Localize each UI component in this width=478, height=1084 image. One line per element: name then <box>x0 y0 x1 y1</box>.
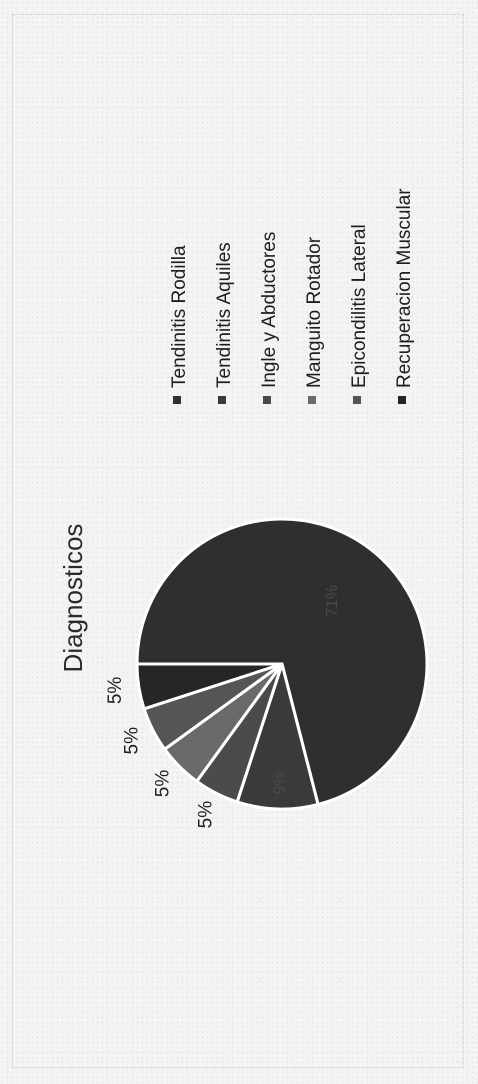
legend-label-1: Tendinitis Rodilla <box>169 245 190 388</box>
chart-rotated-group: Diagnosticos 71% 9% 5% 5% 5% 5% Tendinitis Ro… <box>58 188 429 828</box>
slice-label-6: 5% <box>105 677 126 705</box>
pie-slice-6 <box>135 662 284 711</box>
legend-label-5: Epicondilitis Lateral <box>349 224 370 388</box>
legend-swatch-5 <box>353 396 361 404</box>
pie-slice-2 <box>235 662 320 811</box>
chart-title: Diagnosticos <box>58 524 88 673</box>
pie-slice-labels: 71% 9% 5% 5% 5% 5% <box>105 585 341 828</box>
legend-label-3: Ingle y Abductores <box>259 232 280 388</box>
slice-label-3: 5% <box>195 801 216 829</box>
legend-label-6: Recuperacion Muscular <box>394 188 415 388</box>
legend-swatch-4 <box>308 396 316 404</box>
legend-swatch-3 <box>263 396 271 404</box>
slice-label-5: 5% <box>121 727 142 755</box>
legend-swatch-6 <box>398 396 406 404</box>
chart-legend: Tendinitis Rodilla Tendinitis Aquiles Ingl… <box>169 188 415 404</box>
slice-label-2: 9% <box>271 771 288 794</box>
legend-label-4: Manguito Rotador <box>304 236 325 388</box>
pie-slices <box>135 517 429 811</box>
legend-swatch-1 <box>173 396 181 404</box>
pie-slice-1 <box>135 517 429 806</box>
slice-label-4: 5% <box>153 770 174 798</box>
legend-swatch-2 <box>218 396 226 404</box>
legend-label-2: Tendinitis Aquiles <box>214 242 235 388</box>
chart-frame <box>12 14 464 1068</box>
slice-label-1: 71% <box>324 585 341 617</box>
